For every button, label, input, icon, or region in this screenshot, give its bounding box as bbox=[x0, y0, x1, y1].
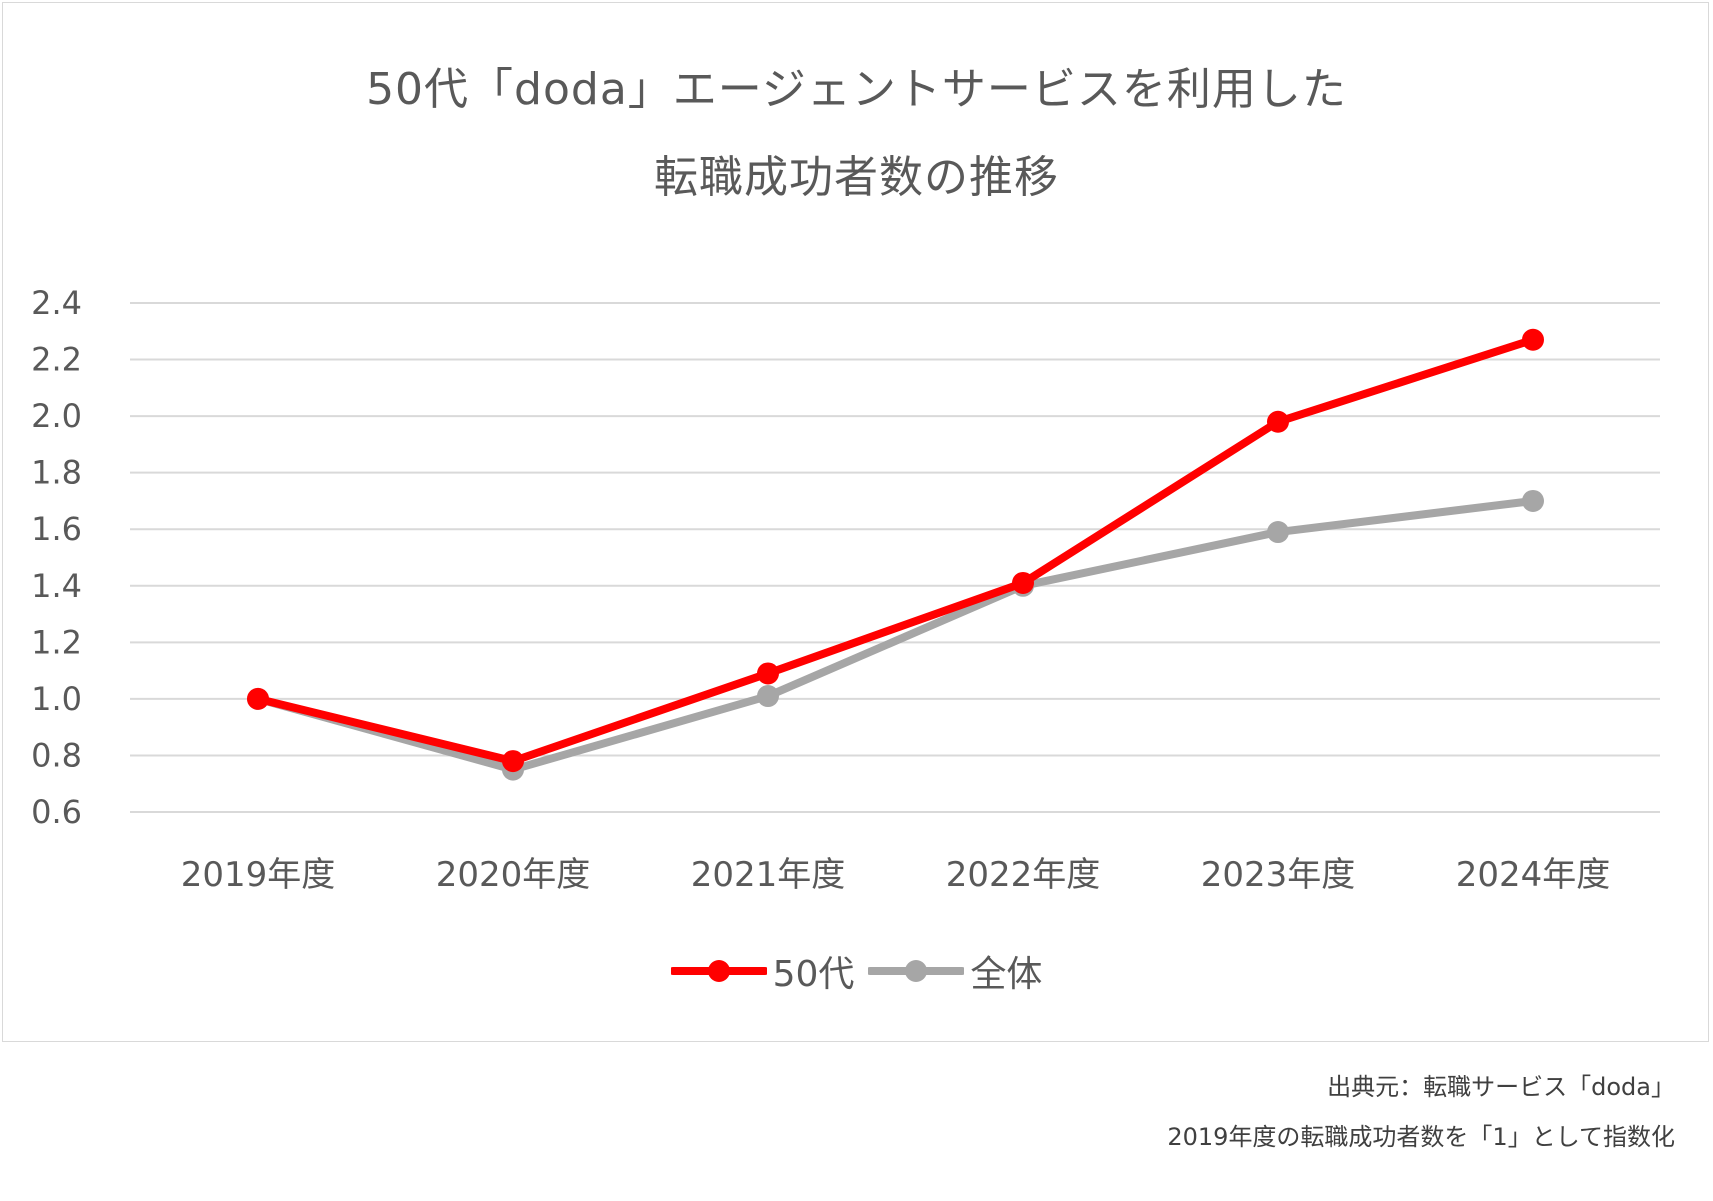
index-note: 2019年度の転職成功者数を「1」として指数化 bbox=[1167, 1123, 1675, 1151]
chart-title-line-1: 50代「doda」エージェントサービスを利用した bbox=[366, 64, 1347, 115]
y-tick-label: 2.0 bbox=[31, 397, 82, 435]
legend-label-all: 全体 bbox=[970, 954, 1043, 995]
legend-marker-all bbox=[868, 960, 965, 982]
y-axis-ticks: 0.6 0.8 1.0 1.2 1.4 1.6 1.8 2.0 2.2 2.4 bbox=[31, 284, 82, 831]
x-tick-label: 2023年度 bbox=[1201, 855, 1356, 895]
data-point-all bbox=[1522, 489, 1544, 512]
data-point-all bbox=[1267, 521, 1289, 544]
y-tick-label: 0.6 bbox=[31, 793, 82, 831]
legend-item-50s: 50代 bbox=[670, 945, 855, 997]
x-tick-label: 2020年度 bbox=[436, 855, 591, 895]
y-tick-label: 1.0 bbox=[31, 680, 82, 718]
data-point-all bbox=[757, 685, 779, 708]
legend-item-all: 全体 bbox=[868, 945, 1042, 997]
y-tick-label: 2.4 bbox=[31, 284, 82, 322]
y-tick-label: 1.6 bbox=[31, 510, 82, 548]
x-tick-label: 2022年度 bbox=[946, 855, 1101, 895]
y-tick-label: 1.8 bbox=[31, 454, 82, 492]
chart-notes: 出典元：転職サービス「doda」 2019年度の転職成功者数を「1」として指数化 bbox=[1167, 1062, 1675, 1162]
chart-frame bbox=[2, 2, 1709, 1042]
series-lines bbox=[247, 328, 1544, 781]
x-axis-ticks: 2019年度 2020年度 2021年度 2022年度 2023年度 2024年度 bbox=[181, 855, 1611, 895]
source-note: 出典元：転職サービス「doda」 bbox=[1327, 1073, 1675, 1101]
x-tick-label: 2019年度 bbox=[181, 855, 336, 895]
y-tick-label: 2.2 bbox=[31, 341, 82, 379]
chart-title: 50代「doda」エージェントサービスを利用した 転職成功者数の推移 bbox=[0, 46, 1713, 222]
data-point-50s bbox=[1012, 571, 1034, 594]
gridlines bbox=[130, 302, 1660, 813]
y-tick-label: 1.2 bbox=[31, 623, 82, 661]
legend-marker-50s bbox=[670, 960, 767, 982]
series-line-all bbox=[254, 496, 1537, 774]
y-tick-label: 0.8 bbox=[31, 736, 82, 774]
x-tick-label: 2021年度 bbox=[691, 855, 846, 895]
legend-label-50s: 50代 bbox=[772, 954, 855, 995]
data-point-50s bbox=[757, 662, 779, 685]
data-point-50s bbox=[1522, 328, 1544, 351]
data-point-50s bbox=[502, 750, 524, 773]
data-point-50s bbox=[247, 687, 269, 710]
legend: 50代 全体 bbox=[0, 945, 1713, 997]
chart-title-line-2: 転職成功者数の推移 bbox=[654, 152, 1059, 203]
y-tick-label: 1.4 bbox=[31, 567, 82, 605]
series-line-50s bbox=[254, 335, 1537, 766]
data-point-50s bbox=[1267, 410, 1289, 433]
x-tick-label: 2024年度 bbox=[1456, 855, 1611, 895]
